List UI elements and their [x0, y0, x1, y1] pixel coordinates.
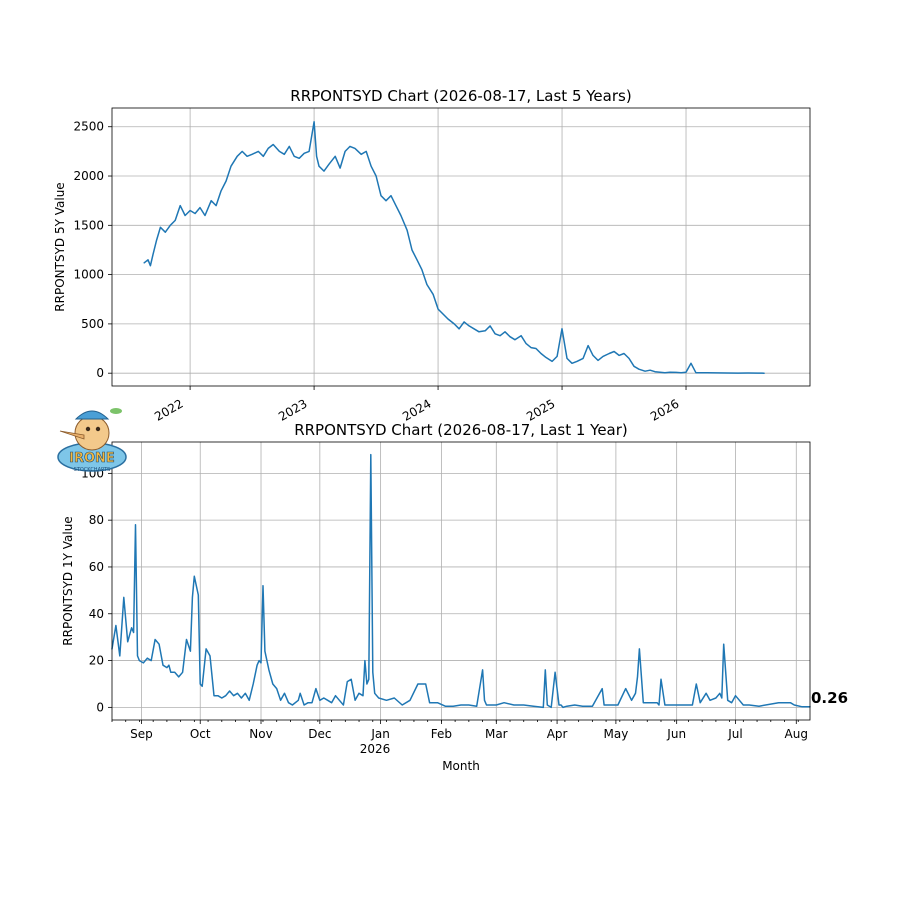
x-tick-label: 2023 — [276, 396, 309, 423]
x-tick-label: Nov — [249, 727, 272, 741]
x-tick-label: Feb — [431, 727, 452, 741]
x-tick-label: 2022 — [152, 396, 185, 423]
chart-title: RRPONTSYD Chart (2026-08-17, Last 5 Year… — [290, 87, 631, 105]
x-tick-label: May — [603, 727, 628, 741]
x-tick-label: 2026 — [648, 396, 681, 423]
x-tick-label: Apr — [547, 727, 568, 741]
y-tick-label: 2000 — [73, 169, 104, 183]
x-tick-label: Sep — [130, 727, 153, 741]
x-tick-label: Jul — [727, 727, 742, 741]
x-tick-label: Jun — [666, 727, 686, 741]
y-tick-label: 2500 — [73, 120, 104, 134]
y-axis-label: RRPONTSYD 1Y Value — [61, 516, 75, 645]
x-year-label: 2026 — [360, 742, 391, 756]
x-tick-label: Oct — [190, 727, 211, 741]
x-tick-label: 2025 — [524, 396, 557, 423]
y-tick-label: 0 — [96, 700, 104, 714]
series-line — [111, 453, 811, 709]
y-tick-label: 80 — [89, 513, 104, 527]
chart-5-years: RRPONTSYD Chart (2026-08-17, Last 5 Year… — [53, 87, 811, 424]
plot-frame — [111, 441, 811, 721]
y-tick-label: 500 — [81, 317, 104, 331]
series-line — [143, 121, 765, 374]
y-tick-label: 40 — [89, 607, 104, 621]
y-tick-label: 20 — [89, 654, 104, 668]
x-tick-label: 2024 — [400, 396, 433, 423]
logo-text: IRONE — [69, 451, 115, 466]
y-tick-label: 1500 — [73, 218, 104, 232]
y-tick-label: 0 — [96, 366, 104, 380]
x-tick-label: Aug — [785, 727, 808, 741]
x-tick-label: Jan — [370, 727, 390, 741]
y-axis-label: RRPONTSYD 5Y Value — [53, 182, 67, 311]
x-axis-label: Month — [442, 759, 480, 773]
chart-1-year: RRPONTSYD Chart (2026-08-17, Last 1 Year… — [61, 421, 848, 773]
y-tick-label: 1000 — [73, 268, 104, 282]
chart-title: RRPONTSYD Chart (2026-08-17, Last 1 Year… — [294, 421, 628, 439]
plot-frame — [111, 107, 811, 387]
pinocchio-logo: IRONE STOCKCHARTS — [57, 408, 127, 473]
x-tick-label: Mar — [485, 727, 508, 741]
x-tick-label: Dec — [308, 727, 331, 741]
logo-subtext: STOCKCHARTS — [74, 467, 111, 473]
y-tick-label: 60 — [89, 560, 104, 574]
last-value-label: 0.26 — [811, 689, 848, 707]
